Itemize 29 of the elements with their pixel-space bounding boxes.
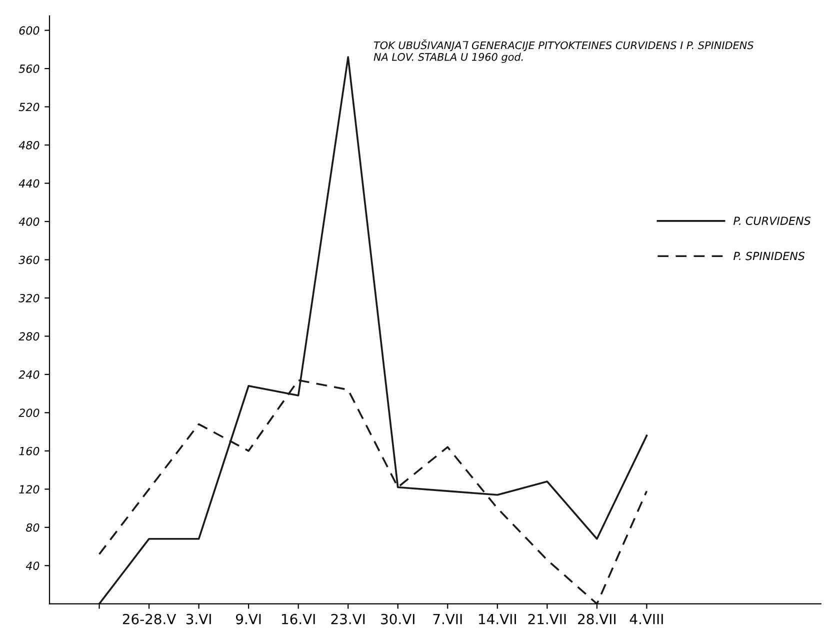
y-tick-label: 160 [19,446,40,456]
y-tick-label: 80 [26,523,40,532]
y-tick-label: 120 [19,485,40,494]
y-tick-label: 480 [18,140,40,150]
text: P. SPINIDENS [734,252,805,260]
y-tick-label: 400 [18,217,40,226]
x-tick-label: 16.VI [282,614,315,624]
y-tick-label: 320 [18,294,40,302]
y-tick-label: 40 [26,562,40,570]
y-tick-label: 360 [18,256,40,264]
y-tick-label: 440 [18,179,40,188]
x-tick-label: 7.VII [433,614,462,624]
x-tick-label: 21.VII [528,614,566,624]
y-tick-label: 240 [18,370,40,379]
x-tick-label: 3.VI [186,614,211,624]
x-tick-label: 28.VII [578,614,616,624]
y-tick-label: 600 [19,26,40,35]
y-tick-label: 520 [18,102,40,112]
text: TOK UBUŠIVANJA I̅ GENERACIJE PITYOKTEINES CURVIDENS I P. SPINIDENS NA LOV. STABLA U 1960 god. [374,39,754,63]
x-tick-label: 26-28.V [122,614,176,624]
y-tick-label: 200 [18,408,40,418]
text: P. CURVIDENS [734,216,811,225]
x-tick-label: 23.VI [331,614,365,624]
x-tick-label: 9.VI [236,614,261,624]
y-tick-label: 280 [18,332,40,341]
x-tick-label: 14.VII [479,614,516,624]
y-tick-label: 560 [18,64,40,73]
x-tick-label: 30.VI [381,614,414,624]
x-tick-label: 4.VIII [630,614,663,624]
